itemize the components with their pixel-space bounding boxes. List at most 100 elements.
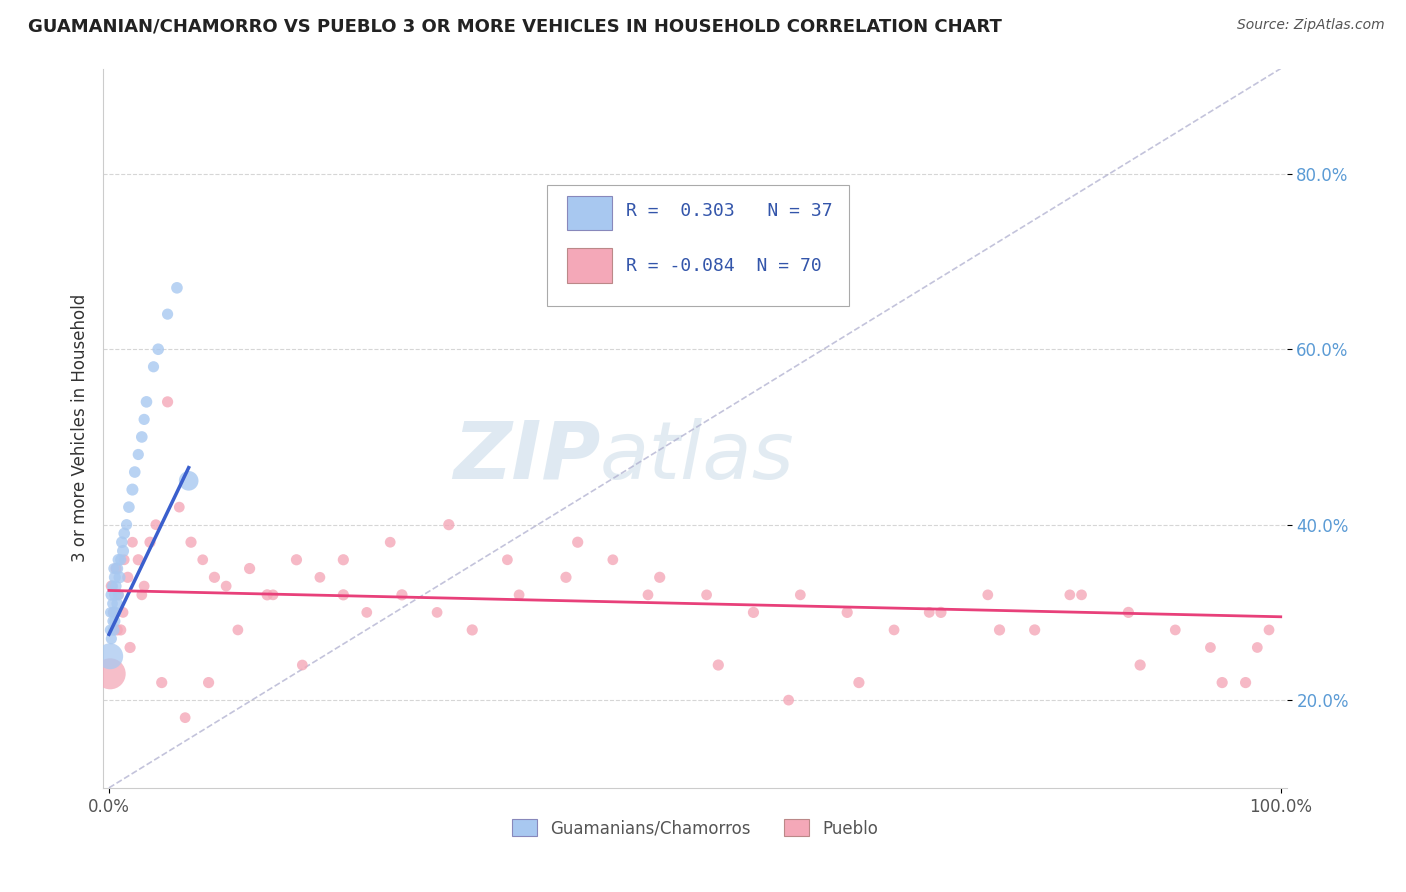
Point xyxy=(100,579,122,593)
Point xyxy=(166,281,188,295)
Point xyxy=(148,343,170,357)
Point xyxy=(104,570,127,584)
Point xyxy=(1118,606,1140,620)
Point xyxy=(778,693,800,707)
Point xyxy=(988,623,1011,637)
Point xyxy=(1211,675,1233,690)
Point xyxy=(1258,623,1281,637)
Point xyxy=(107,588,129,602)
Point xyxy=(98,649,121,664)
Point xyxy=(112,606,135,620)
Text: GUAMANIAN/CHAMORRO VS PUEBLO 3 OR MORE VEHICLES IN HOUSEHOLD CORRELATION CHART: GUAMANIAN/CHAMORRO VS PUEBLO 3 OR MORE V… xyxy=(28,18,1002,36)
Point xyxy=(332,588,354,602)
Text: ZIP: ZIP xyxy=(453,418,600,496)
Point xyxy=(98,606,121,620)
Point xyxy=(291,658,314,673)
Point xyxy=(226,623,249,637)
Point xyxy=(103,606,125,620)
Point xyxy=(356,606,378,620)
Point xyxy=(197,675,219,690)
Point xyxy=(101,614,124,628)
Text: R = -0.084  N = 70: R = -0.084 N = 70 xyxy=(626,257,823,275)
Point xyxy=(111,535,134,549)
Point xyxy=(918,606,941,620)
Point xyxy=(105,623,128,637)
Point xyxy=(104,614,127,628)
Point xyxy=(118,500,141,515)
Point xyxy=(1164,623,1187,637)
Point xyxy=(107,553,129,567)
Point xyxy=(239,561,262,575)
Point xyxy=(437,517,460,532)
Point xyxy=(380,535,402,549)
Point xyxy=(104,588,127,602)
Point xyxy=(262,588,284,602)
Point xyxy=(1059,588,1081,602)
Point xyxy=(101,597,124,611)
Point xyxy=(134,412,156,426)
Point xyxy=(131,430,153,444)
Point xyxy=(112,544,135,558)
Point xyxy=(142,359,165,374)
Point xyxy=(150,675,173,690)
Point xyxy=(555,570,578,584)
Point xyxy=(103,561,125,575)
Point xyxy=(461,623,484,637)
Point xyxy=(1246,640,1268,655)
Point xyxy=(107,588,129,602)
Point xyxy=(103,606,125,620)
Point xyxy=(977,588,1000,602)
Point xyxy=(309,570,332,584)
Point xyxy=(174,711,197,725)
Point xyxy=(101,579,124,593)
Point xyxy=(929,606,952,620)
FancyBboxPatch shape xyxy=(547,185,849,306)
Point xyxy=(124,465,146,479)
Point xyxy=(108,570,131,584)
Point xyxy=(256,588,278,602)
Point xyxy=(117,570,139,584)
Point xyxy=(1070,588,1092,602)
Point xyxy=(112,526,135,541)
Point xyxy=(105,597,128,611)
Point xyxy=(98,623,121,637)
Point xyxy=(1024,623,1046,637)
Point xyxy=(1199,640,1222,655)
Point xyxy=(121,483,143,497)
Point xyxy=(115,517,138,532)
Point xyxy=(105,561,128,575)
Point xyxy=(567,535,589,549)
Legend: Guamanians/Chamorros, Pueblo: Guamanians/Chamorros, Pueblo xyxy=(505,813,884,844)
Point xyxy=(426,606,449,620)
Point xyxy=(602,553,624,567)
Point xyxy=(285,553,308,567)
Point xyxy=(156,307,179,321)
Point xyxy=(139,535,162,549)
Point xyxy=(110,553,132,567)
Text: atlas: atlas xyxy=(600,418,794,496)
Point xyxy=(110,623,132,637)
Point xyxy=(121,535,143,549)
Point xyxy=(120,640,142,655)
Point xyxy=(177,474,200,488)
Point xyxy=(204,570,226,584)
Point xyxy=(191,553,214,567)
Point xyxy=(156,395,179,409)
Point xyxy=(135,395,157,409)
Point xyxy=(100,632,122,646)
Point xyxy=(105,606,128,620)
Text: Source: ZipAtlas.com: Source: ZipAtlas.com xyxy=(1237,18,1385,32)
Point xyxy=(1234,675,1257,690)
Point xyxy=(169,500,191,515)
Point xyxy=(707,658,730,673)
Point xyxy=(134,579,156,593)
Point xyxy=(332,553,354,567)
Point xyxy=(742,606,765,620)
Point xyxy=(215,579,238,593)
Y-axis label: 3 or more Vehicles in Household: 3 or more Vehicles in Household xyxy=(72,294,89,562)
Point xyxy=(883,623,905,637)
FancyBboxPatch shape xyxy=(567,196,612,230)
Point xyxy=(145,517,167,532)
Text: R =  0.303   N = 37: R = 0.303 N = 37 xyxy=(626,202,832,220)
Point xyxy=(848,675,870,690)
